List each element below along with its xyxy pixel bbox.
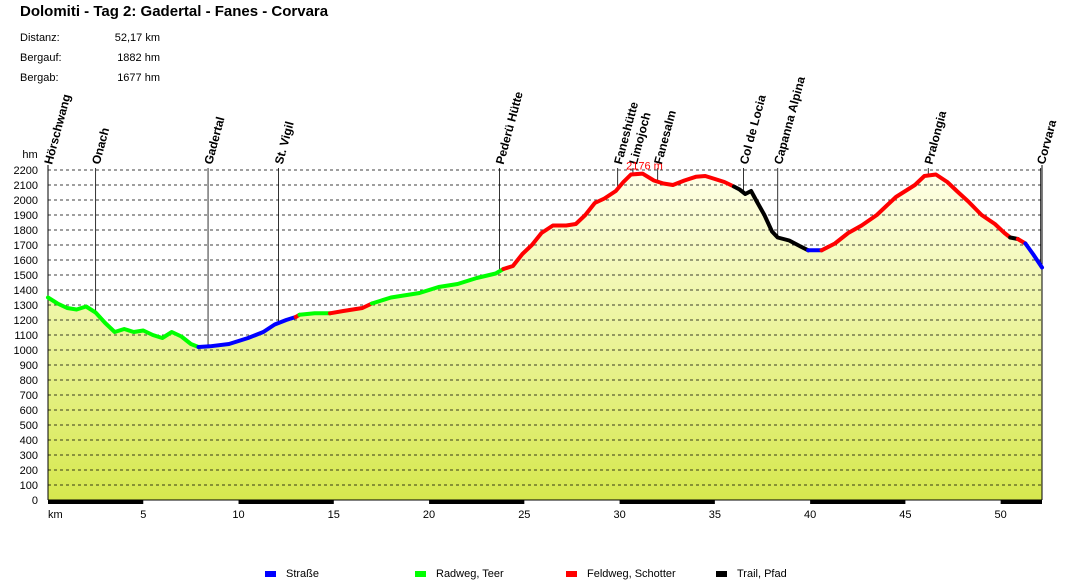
legend-label: Radweg, Teer: [436, 568, 504, 580]
x-axis-scale-bar: [429, 500, 525, 504]
y-tick-label: 2100: [14, 180, 38, 192]
waypoint-label: Pederü Hütte: [493, 90, 526, 166]
waypoint-label: Fanesalm: [651, 109, 679, 166]
legend-swatch: [415, 571, 426, 577]
x-axis-scale-bar: [1000, 500, 1042, 504]
waypoint-label: Pralongia: [922, 109, 950, 166]
x-axis-scale-bar: [238, 500, 334, 504]
y-tick-label: 0: [32, 495, 38, 507]
legend-item-radweg: Radweg, Teer: [415, 568, 504, 580]
elevation-series-line: [369, 267, 506, 306]
y-tick-label: 400: [20, 435, 38, 447]
y-axis-label: hm: [22, 149, 37, 161]
elevation-series-line: [731, 184, 811, 253]
waypoint-label: St. Vigil: [272, 120, 297, 166]
x-tick-label: 50: [995, 509, 1007, 521]
y-tick-label: 1400: [14, 285, 38, 297]
x-tick-label: 15: [328, 509, 340, 521]
elevation-series-line: [819, 172, 1013, 253]
legend-label: Straße: [286, 568, 320, 580]
y-tick-label: 1600: [14, 255, 38, 267]
legend-swatch: [265, 571, 276, 577]
stat-ascent-value: 1882 hm: [117, 52, 160, 64]
legend-item-strasse: Straße: [265, 568, 319, 580]
x-tick-label: 40: [804, 509, 816, 521]
y-tick-label: 1200: [14, 315, 38, 327]
stat-distance-value: 52,17 km: [114, 32, 160, 44]
y-tick-label: 300: [20, 450, 38, 462]
y-tick-label: 1100: [14, 330, 38, 342]
legend-swatch: [716, 571, 727, 577]
y-tick-label: 1500: [14, 270, 38, 282]
stat-ascent-label: Bergauf:: [20, 52, 62, 64]
x-axis-label: km: [48, 509, 63, 521]
y-tick-label: 1300: [14, 300, 38, 312]
y-tick-label: 600: [20, 405, 38, 417]
elevation-series-line: [297, 311, 332, 317]
y-tick-label: 500: [20, 420, 38, 432]
x-tick-label: 45: [899, 509, 911, 521]
y-tick-label: 2000: [14, 195, 38, 207]
waypoint-label: Capanna Alpina: [771, 75, 808, 166]
y-tick-label: 800: [20, 375, 38, 387]
y-tick-label: 2200: [14, 165, 38, 177]
x-tick-label: 5: [140, 509, 146, 521]
x-tick-label: 25: [518, 509, 530, 521]
x-axis-scale-bar: [810, 500, 906, 504]
elevation-area-fill: [48, 173, 1042, 500]
waypoint-label: Corvara: [1034, 118, 1059, 166]
y-tick-label: 100: [20, 480, 38, 492]
x-tick-label: 30: [613, 509, 625, 521]
x-tick-label: 10: [232, 509, 244, 521]
legend-label: Feldweg, Schotter: [587, 568, 676, 580]
y-tick-label: 1000: [14, 345, 38, 357]
y-tick-label: 700: [20, 390, 38, 402]
y-tick-label: 200: [20, 465, 38, 477]
legend-item-feldweg: Feldweg, Schotter: [566, 568, 676, 580]
elevation-series-line: [46, 295, 201, 349]
waypoint-label: Col de Locia: [737, 93, 769, 166]
x-axis-scale-bar: [619, 500, 715, 504]
max-elevation-label: 2176 m: [626, 161, 663, 173]
stat-descent-value: 1677 hm: [117, 72, 160, 84]
elevation-series-line: [501, 171, 736, 271]
y-tick-label: 1700: [14, 240, 38, 252]
legend-item-trail: Trail, Pfad: [716, 568, 787, 580]
elevation-series-line: [1023, 241, 1044, 270]
elevation-series-line: [328, 301, 374, 316]
x-tick-label: 35: [709, 509, 721, 521]
stat-distance-label: Distanz:: [20, 32, 60, 44]
waypoint-label: Hörschwang: [41, 93, 73, 166]
waypoint-label: Onach: [89, 126, 112, 166]
x-tick-label: 20: [423, 509, 435, 521]
waypoint-label: Gadertal: [201, 115, 227, 166]
elevation-series-line: [196, 315, 298, 349]
legend-swatch: [566, 571, 577, 577]
y-tick-label: 1800: [14, 225, 38, 237]
x-axis-scale-bar: [48, 500, 144, 504]
legend-label: Trail, Pfad: [737, 568, 787, 580]
y-tick-label: 1900: [14, 210, 38, 222]
y-tick-label: 900: [20, 360, 38, 372]
chart-title: Dolomiti - Tag 2: Gadertal - Fanes - Cor…: [20, 3, 329, 20]
stat-descent-label: Bergab:: [20, 72, 59, 84]
